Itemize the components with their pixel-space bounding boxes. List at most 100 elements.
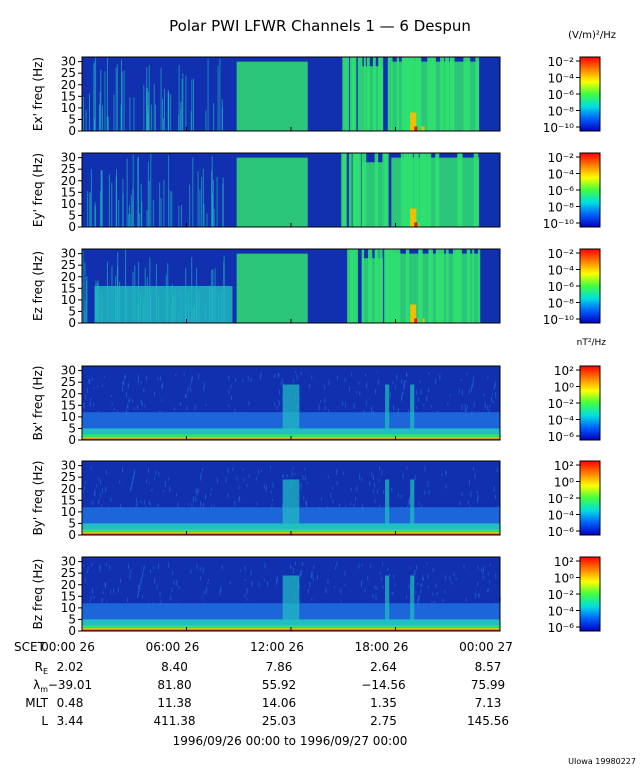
noise-speck xyxy=(106,601,108,606)
y-tick-label: 15 xyxy=(61,281,76,295)
spike xyxy=(387,57,393,131)
noise-speck xyxy=(91,377,93,381)
noise-speck xyxy=(309,582,311,588)
noise-speck xyxy=(477,593,479,597)
noise-speck xyxy=(195,488,197,494)
noise-speck xyxy=(312,577,314,582)
y-tick-label: 10 xyxy=(61,505,76,519)
noise-speck xyxy=(381,562,383,566)
activity-line xyxy=(111,182,113,227)
noise-speck xyxy=(332,486,334,490)
y-tick-label: 0 xyxy=(68,220,76,234)
ephemeris-value: 8.40 xyxy=(161,660,188,674)
noise-speck xyxy=(435,378,437,384)
burst xyxy=(410,384,415,431)
noise-speck xyxy=(464,404,466,408)
noise-speck xyxy=(94,492,96,497)
noise-speck xyxy=(496,468,498,473)
noise-speck xyxy=(234,500,236,507)
spike xyxy=(435,153,440,227)
spike xyxy=(401,57,405,131)
noise-speck xyxy=(126,598,128,603)
y-tick-label: 20 xyxy=(61,482,76,496)
noise-speck xyxy=(238,496,240,503)
noise-speck xyxy=(266,581,268,587)
noise-speck xyxy=(363,409,365,416)
noise-speck xyxy=(403,384,405,388)
activity-line xyxy=(150,295,152,323)
noise-speck xyxy=(257,469,259,475)
spike xyxy=(452,249,458,323)
activity-line xyxy=(95,57,97,132)
spike xyxy=(458,153,463,227)
noise-speck xyxy=(492,393,494,396)
activity-line xyxy=(126,287,128,323)
noise-speck xyxy=(99,478,101,485)
noise-speck xyxy=(449,394,451,397)
noise-speck xyxy=(466,405,468,409)
noise-speck xyxy=(474,473,476,479)
noise-speck xyxy=(445,470,447,476)
activity-line xyxy=(202,169,204,227)
noise-speck xyxy=(451,581,453,585)
noise-speck xyxy=(110,497,112,502)
noise-speck xyxy=(134,469,136,474)
noise-speck xyxy=(466,372,468,375)
noise-speck xyxy=(324,385,326,390)
noise-speck xyxy=(420,584,422,587)
noise-speck xyxy=(200,472,202,478)
activity-line xyxy=(185,310,187,323)
noise-speck xyxy=(325,587,327,594)
colorbar-tick-label: 10⁻¹⁰ xyxy=(543,217,574,231)
noise-speck xyxy=(472,376,474,383)
ephemeris-value: 81.80 xyxy=(157,678,191,692)
band-mid xyxy=(82,619,500,627)
noise-speck xyxy=(489,404,491,408)
noise-speck xyxy=(197,488,199,493)
noise-speck xyxy=(272,498,274,502)
y-tick-label: 15 xyxy=(61,589,76,603)
noise-speck xyxy=(365,400,367,407)
footer-credit: UIowa 19980227 xyxy=(568,757,636,766)
activity-line xyxy=(205,110,207,131)
noise-speck xyxy=(428,490,430,495)
noise-speck xyxy=(121,381,123,385)
activity-line xyxy=(171,303,173,323)
activity-line xyxy=(106,261,108,323)
noise-speck xyxy=(402,387,404,391)
noise-speck xyxy=(251,580,253,587)
spike xyxy=(347,249,352,323)
noise-speck xyxy=(154,391,156,396)
noise-speck xyxy=(162,382,164,389)
activity-line xyxy=(141,201,143,227)
noise-speck xyxy=(184,394,186,399)
noise-speck xyxy=(486,405,488,411)
noise-speck xyxy=(449,575,451,581)
activity-line xyxy=(197,171,199,227)
activity-line xyxy=(132,272,134,323)
noise-speck xyxy=(161,399,163,402)
ephemeris-value: 55.92 xyxy=(262,678,296,692)
ephemeris-value: 0.48 xyxy=(57,696,84,710)
noise-speck xyxy=(131,482,133,489)
noise-speck xyxy=(139,585,141,590)
noise-speck xyxy=(105,563,107,567)
y-tick-label: 10 xyxy=(61,101,76,115)
noise-speck xyxy=(439,374,441,380)
activity-line xyxy=(172,284,174,323)
noise-speck xyxy=(132,477,134,483)
noise-speck xyxy=(493,385,495,390)
noise-speck xyxy=(230,384,232,390)
noise-speck xyxy=(477,582,479,586)
y-tick-label: 20 xyxy=(61,78,76,92)
activity-line xyxy=(128,214,130,227)
noise-speck xyxy=(477,494,479,500)
noise-speck xyxy=(247,598,249,601)
activity-line xyxy=(207,58,209,132)
noise-speck xyxy=(104,583,106,589)
noise-speck xyxy=(105,486,107,492)
noise-speck xyxy=(464,407,466,413)
noise-speck xyxy=(270,491,272,494)
activity-line xyxy=(192,157,194,227)
noise-speck xyxy=(435,583,437,588)
